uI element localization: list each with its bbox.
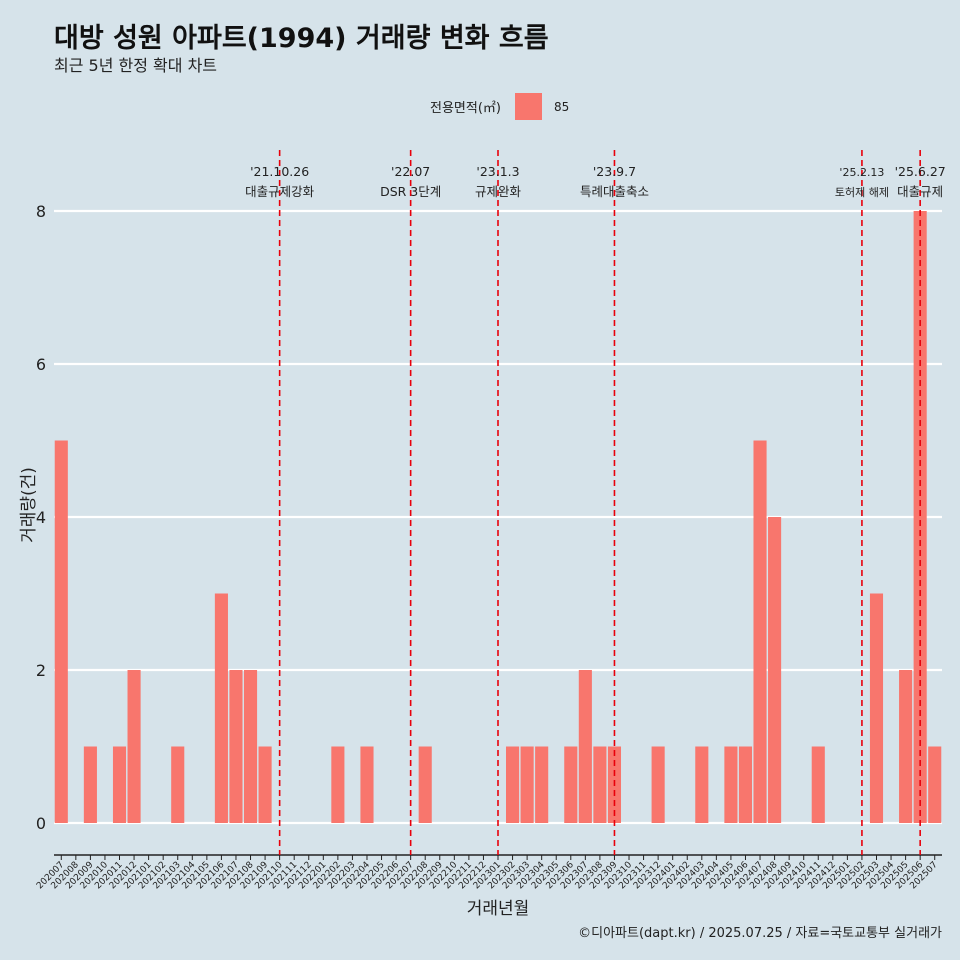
bar xyxy=(768,517,782,823)
y-tick-label: 0 xyxy=(36,814,46,833)
bar xyxy=(171,746,185,823)
bar xyxy=(928,746,942,823)
bar xyxy=(913,211,927,823)
bar xyxy=(506,746,520,823)
bar xyxy=(331,746,345,823)
bar xyxy=(724,746,738,823)
legend-title: 전용면적(㎡) xyxy=(430,101,501,116)
legend: 전용면적(㎡) 85 xyxy=(430,93,569,120)
x-axis-title: 거래년월 xyxy=(467,899,530,919)
bar xyxy=(738,746,753,823)
event-name-label: 대출규제 xyxy=(897,184,943,199)
event-date-label: '25.6.27 xyxy=(895,164,946,179)
legend-swatch xyxy=(514,93,542,120)
bar xyxy=(83,746,97,823)
y-tick-label: 8 xyxy=(36,202,46,221)
bar xyxy=(593,746,607,823)
event-name-label: 대출규제강화 xyxy=(245,184,315,199)
bar xyxy=(651,746,665,823)
bar xyxy=(520,746,534,823)
bar xyxy=(535,746,549,823)
chart-subtitle: 최근 5년 한정 확대 차트 xyxy=(54,56,218,75)
event-date-label: '21.10.26 xyxy=(250,164,309,179)
event-name-label: 규제완화 xyxy=(475,184,522,199)
bar xyxy=(112,746,127,823)
bar xyxy=(869,593,884,823)
bar xyxy=(753,440,767,823)
event-date-label: '23.9.7 xyxy=(593,164,636,179)
y-tick-label: 6 xyxy=(36,355,46,374)
event-date-label: '22.07 xyxy=(391,164,430,179)
bar xyxy=(418,746,432,823)
bar xyxy=(243,670,258,823)
bar xyxy=(899,670,913,823)
bar xyxy=(258,746,272,823)
bar xyxy=(127,670,141,823)
bar xyxy=(811,746,825,823)
bar xyxy=(54,440,68,823)
y-tick-label: 2 xyxy=(36,661,46,680)
event-date-label: '25.2.13 xyxy=(839,166,884,179)
bar xyxy=(695,746,709,823)
y-tick-label: 4 xyxy=(36,508,46,527)
event-date-label: '23.1.3 xyxy=(476,164,519,179)
bar xyxy=(360,746,374,823)
y-axis-title: 거래량(건) xyxy=(19,467,39,543)
event-name-label: 특례대출축소 xyxy=(580,184,649,199)
bar xyxy=(564,746,578,823)
event-name-label: DSR 3단계 xyxy=(380,184,441,199)
event-name-label: 토허제 해제 xyxy=(835,185,889,199)
bar xyxy=(229,670,243,823)
legend-label: 85 xyxy=(553,99,570,114)
chart-title: 대방 성원 아파트(1994) 거래량 변화 흐름 xyxy=(54,23,549,54)
bar xyxy=(214,593,228,823)
bar xyxy=(578,670,592,823)
source-caption: ©디아파트(dapt.kr) / 2025.07.25 / 자료=국토교통부 실… xyxy=(578,926,942,941)
